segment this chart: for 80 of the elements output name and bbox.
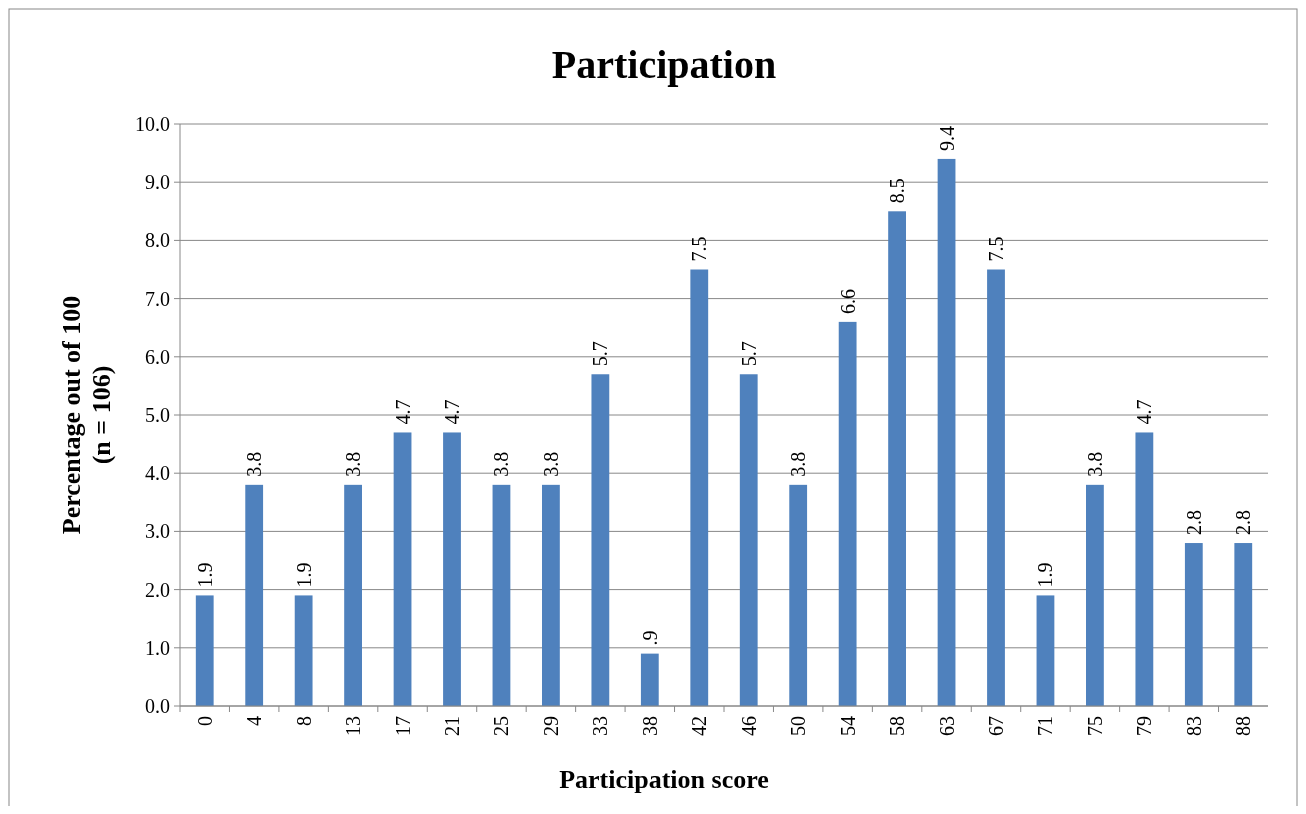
x-tick-label: 38 xyxy=(638,716,661,736)
y-tick-label: 6.0 xyxy=(145,345,170,368)
data-label: 2.8 xyxy=(1232,510,1255,536)
y-tick-label: 5.0 xyxy=(145,404,170,426)
bar xyxy=(739,374,758,706)
bar xyxy=(492,484,511,706)
y-tick-label: 2.0 xyxy=(145,578,170,601)
bar xyxy=(591,374,610,706)
data-label: 3.8 xyxy=(1083,451,1106,477)
y-tick-label: 4.0 xyxy=(145,462,170,485)
x-tick-label: 83 xyxy=(1182,716,1205,736)
data-label: 6.6 xyxy=(836,288,859,314)
bar xyxy=(640,653,659,706)
data-label: 1.9 xyxy=(193,562,216,588)
x-tick-label: 29 xyxy=(539,716,562,736)
x-tick-label: 88 xyxy=(1232,716,1255,736)
bar xyxy=(245,484,264,706)
x-tick-label: 67 xyxy=(985,716,1007,736)
x-tick-label: 46 xyxy=(737,716,760,736)
x-tick-label: 42 xyxy=(688,716,711,736)
x-tick-label: 54 xyxy=(836,716,859,736)
data-label: 3.8 xyxy=(243,451,266,477)
x-tick-label: 79 xyxy=(1133,716,1156,736)
bar xyxy=(344,484,362,706)
data-label: 5.7 xyxy=(589,341,612,367)
y-tick-label: 10.0 xyxy=(135,113,170,135)
bar xyxy=(393,432,412,706)
x-tick-label: 4 xyxy=(243,716,266,726)
bar xyxy=(888,211,906,706)
data-label: 1.9 xyxy=(292,562,315,588)
y-tick-label: 8.0 xyxy=(145,229,170,252)
y-tick-label: 0.0 xyxy=(145,695,170,717)
y-tick-label: 1.0 xyxy=(145,636,170,659)
x-tick-label: 13 xyxy=(342,716,365,736)
data-label: .9 xyxy=(638,630,661,646)
bar xyxy=(987,269,1005,706)
x-tick-label: 58 xyxy=(886,716,909,736)
y-tick-label: 9.0 xyxy=(145,171,170,194)
chart-title: Participation xyxy=(551,42,777,87)
x-tick-label: 75 xyxy=(1083,716,1106,736)
data-label: 3.8 xyxy=(490,451,513,477)
data-label: 4.7 xyxy=(441,399,463,425)
bar xyxy=(294,595,313,706)
x-tick-label: 8 xyxy=(292,716,315,726)
x-tick-label: 25 xyxy=(490,716,513,736)
x-tick-label: 63 xyxy=(935,716,958,736)
bar xyxy=(1036,595,1055,706)
x-tick-label: 71 xyxy=(1034,716,1057,736)
data-label: 1.9 xyxy=(1034,562,1057,588)
data-label: 2.8 xyxy=(1182,510,1205,536)
bar xyxy=(1184,543,1203,706)
bar xyxy=(1135,432,1154,706)
data-label: 8.5 xyxy=(886,178,909,204)
bar xyxy=(690,269,709,706)
bar xyxy=(443,432,461,706)
data-label: 7.5 xyxy=(985,236,1007,262)
y-tick-label: 7.0 xyxy=(145,287,170,310)
data-label: 4.7 xyxy=(391,399,414,425)
data-label: 9.4 xyxy=(935,125,958,151)
bar xyxy=(937,158,956,706)
x-tick-label: 17 xyxy=(391,716,414,736)
data-label: 5.7 xyxy=(737,341,760,367)
bar xyxy=(195,595,214,706)
bar xyxy=(789,484,808,706)
x-tick-label: 0 xyxy=(193,716,216,726)
x-tick-label: 50 xyxy=(787,716,810,736)
bar xyxy=(542,484,560,706)
bar xyxy=(838,321,857,706)
x-tick-label: 21 xyxy=(441,716,463,736)
data-label: 4.7 xyxy=(1133,399,1156,425)
bar xyxy=(1086,484,1104,706)
x-tick-label: 33 xyxy=(589,716,612,736)
data-label: 3.8 xyxy=(342,451,365,477)
y-axis-title: Percentage out of 100 (n = 106) xyxy=(57,295,116,535)
x-axis-title: Participation score xyxy=(559,765,769,794)
data-label: 3.8 xyxy=(539,451,562,477)
data-label: 3.8 xyxy=(787,451,810,477)
y-tick-label: 3.0 xyxy=(145,520,170,543)
bar xyxy=(1234,543,1253,706)
data-label: 7.5 xyxy=(688,236,711,262)
